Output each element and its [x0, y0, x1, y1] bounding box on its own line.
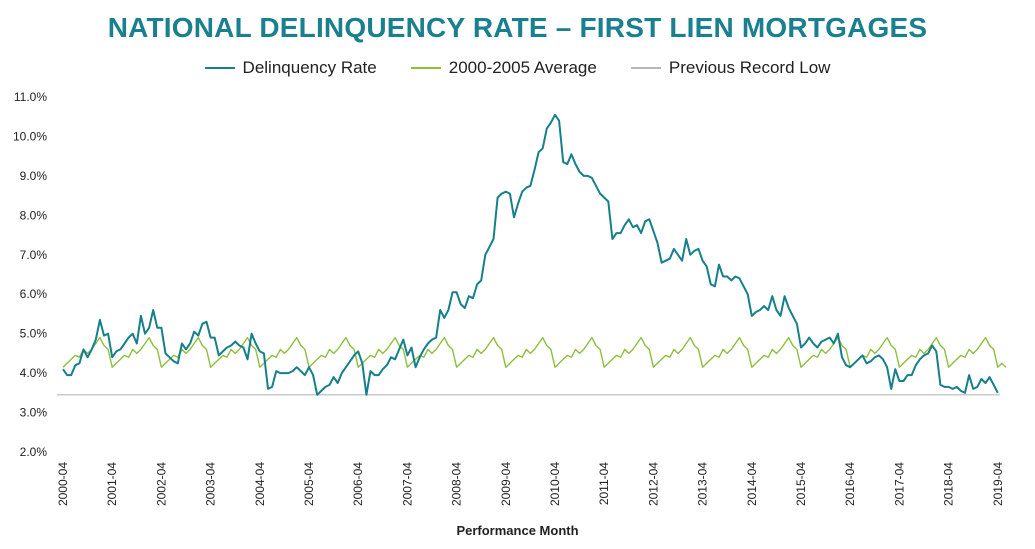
y-tick-label: 6.0%: [20, 287, 48, 301]
legend-item-average: 2000-2005 Average: [410, 58, 597, 78]
legend-label-record-low: Previous Record Low: [668, 58, 831, 77]
y-tick-label: 11.0%: [14, 90, 47, 104]
legend-swatch-record-low: [630, 67, 661, 69]
x-tick-label: 2001-04: [105, 462, 119, 506]
x-tick-label: 2000-04: [56, 462, 70, 506]
legend-swatch-delinquency-rate: [204, 67, 235, 69]
x-tick-label: 2010-04: [548, 462, 562, 506]
x-axis-title: Performance Month: [456, 523, 579, 538]
y-tick-label: 2.0%: [20, 445, 48, 459]
x-tick-label: 2016-04: [843, 462, 857, 506]
y-tick-label: 7.0%: [20, 248, 48, 262]
legend-item-record-low: Previous Record Low: [630, 58, 831, 78]
x-tick-label: 2005-04: [302, 462, 316, 506]
y-tick-label: 8.0%: [20, 208, 48, 222]
legend-label-average: 2000-2005 Average: [448, 58, 597, 77]
x-tick-label: 2002-04: [154, 462, 168, 506]
y-tick-label: 10.0%: [13, 129, 47, 143]
legend-swatch-average: [410, 67, 441, 69]
x-tick-label: 2019-04: [991, 462, 1005, 506]
legend: Delinquency Rate 2000-2005 Average Previ…: [0, 58, 1035, 78]
x-tick-label: 2015-04: [794, 462, 808, 506]
x-tick-label: 2006-04: [351, 462, 365, 506]
series-2000-2005-average: [62, 336, 1007, 368]
chart-title: NATIONAL DELINQUENCY RATE – FIRST LIEN M…: [107, 12, 928, 43]
x-tick-label: 2013-04: [696, 462, 710, 506]
x-tick-label: 2012-04: [646, 462, 660, 506]
x-tick-label: 2009-04: [499, 462, 513, 506]
y-tick-label: 3.0%: [20, 406, 48, 420]
y-tick-label: 5.0%: [20, 327, 48, 341]
x-tick-label: 2003-04: [204, 462, 218, 506]
x-tick-label: 2018-04: [942, 462, 956, 506]
series-delinquency-rate: [62, 113, 999, 396]
x-tick-label: 2008-04: [450, 462, 464, 506]
x-tick-label: 2017-04: [892, 462, 906, 506]
x-tick-label: 2014-04: [745, 462, 759, 506]
x-tick-label: 2011-04: [597, 462, 611, 505]
legend-item-delinquency-rate: Delinquency Rate: [204, 58, 377, 78]
x-tick-label: 2004-04: [253, 462, 267, 506]
x-tick-label: 2007-04: [400, 462, 414, 506]
y-tick-label: 4.0%: [20, 366, 48, 380]
y-tick-label: 9.0%: [20, 169, 48, 183]
legend-label-delinquency-rate: Delinquency Rate: [242, 58, 377, 77]
